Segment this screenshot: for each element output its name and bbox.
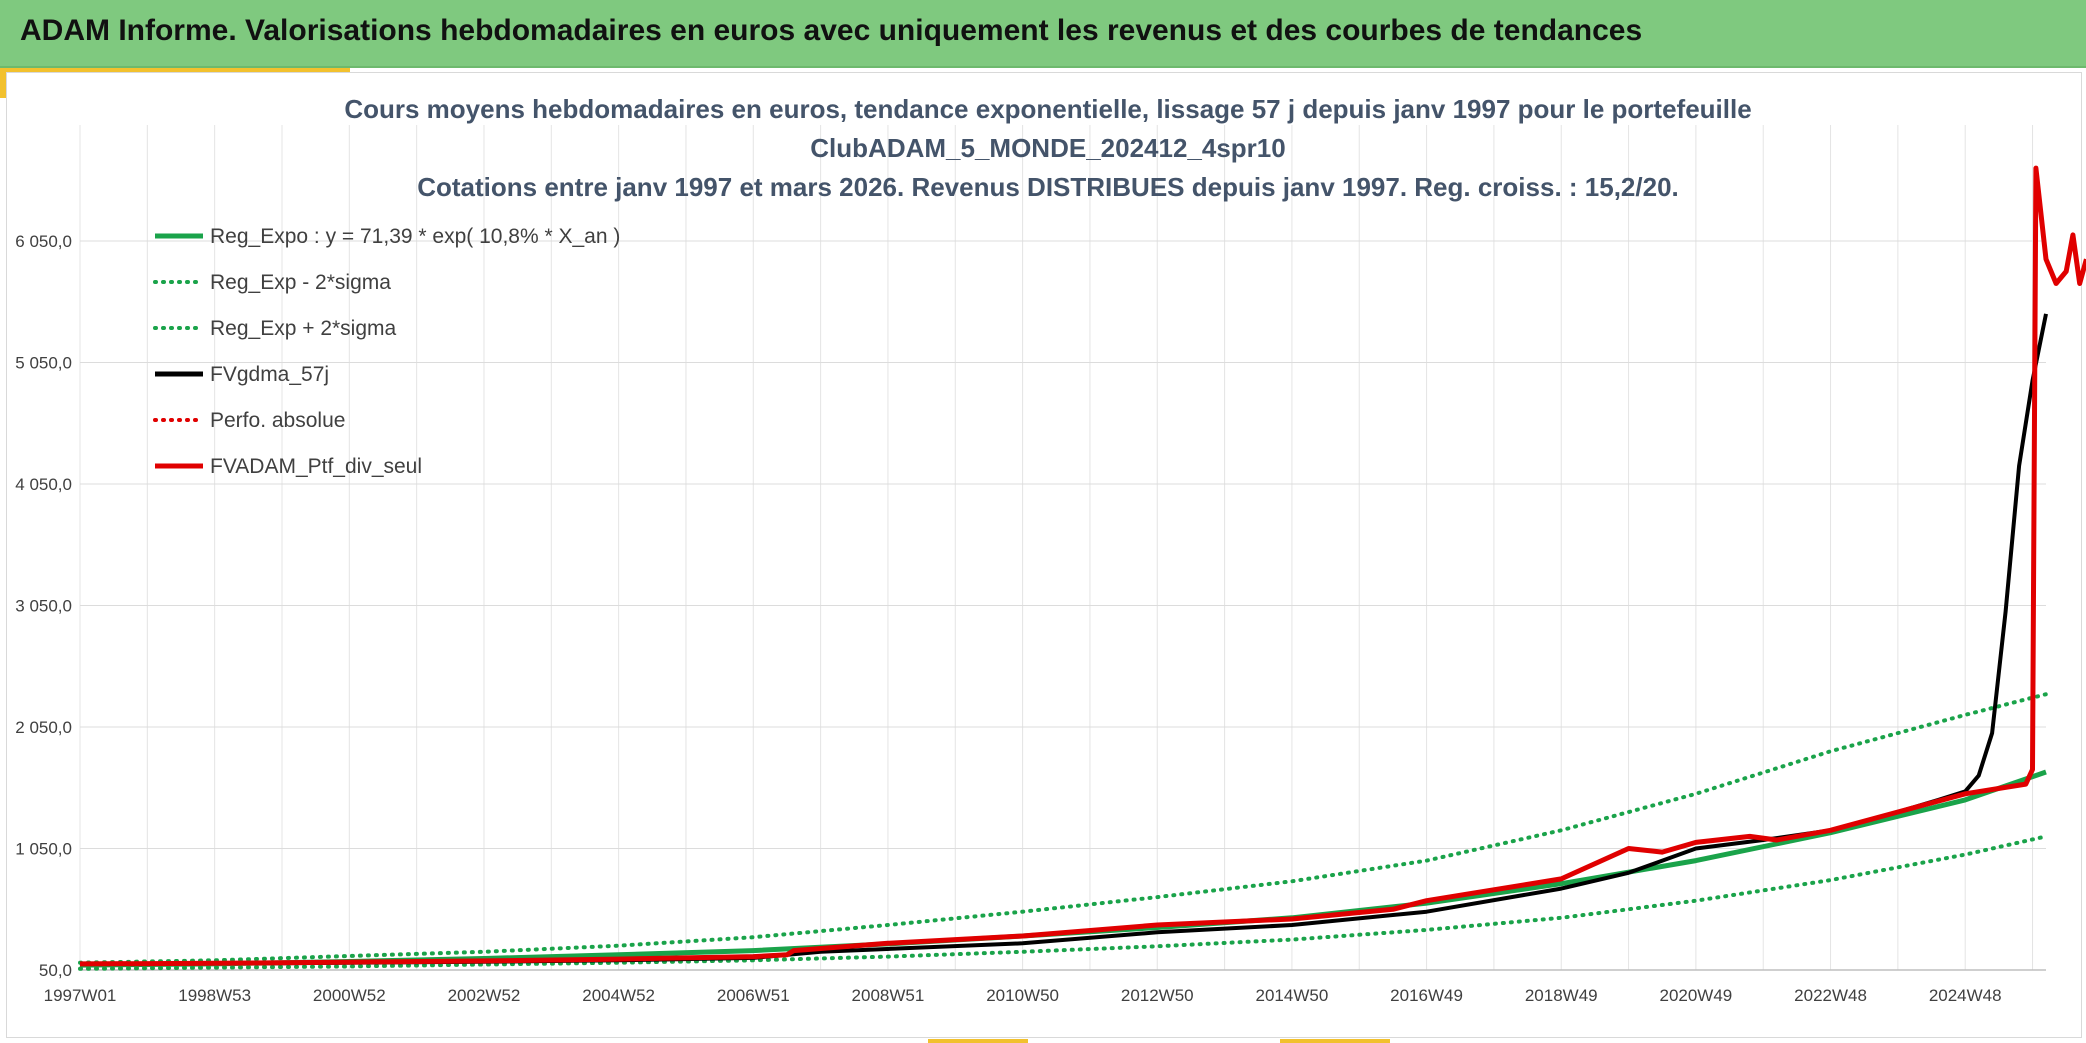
x-tick-label: 2002W52 <box>448 986 521 1005</box>
chart-title-line-1: Cours moyens hebdomadaires en euros, ten… <box>344 94 1751 124</box>
accent-bar-bottom <box>1280 1039 1390 1043</box>
chart-frame <box>6 72 2082 1038</box>
legend: Reg_Expo : y = 71,39 * exp( 10,8% * X_an… <box>153 225 620 478</box>
lower-band-line <box>78 834 2048 971</box>
x-tick-label: 2014W50 <box>1256 986 1329 1005</box>
x-tick-label: 1998W53 <box>178 986 251 1005</box>
accent-bar-left <box>0 68 6 98</box>
legend-entry-label: FVADAM_Ptf_div_seul <box>210 455 422 478</box>
gridlines <box>79 125 2046 971</box>
moving-average-line <box>79 313 2048 966</box>
x-tick-label: 2024W48 <box>1929 986 2002 1005</box>
legend-entry-label: Reg_Exp - 2*sigma <box>210 271 391 294</box>
x-tick-label: 1997W01 <box>44 986 117 1005</box>
accent-bar-bottom <box>928 1039 1028 1043</box>
x-tick-label: 2016W49 <box>1390 986 1463 1005</box>
legend-entry-label: Reg_Exp + 2*sigma <box>210 317 397 340</box>
x-tick-label: 2018W49 <box>1525 986 1598 1005</box>
page-title: ADAM Informe. Valorisations hebdomadaire… <box>20 14 1643 47</box>
x-tick-label: 2004W52 <box>582 986 655 1005</box>
x-tick-label: 2008W51 <box>852 986 925 1005</box>
y-tick-label: 3 050,0 <box>15 597 72 616</box>
regression-line <box>79 769 2047 968</box>
chart-title-line-3: Cotations entre janv 1997 et mars 2026. … <box>417 172 1679 202</box>
y-tick-label: 50,0 <box>39 961 72 980</box>
x-tick-label: 2006W51 <box>717 986 790 1005</box>
x-tick-label: 2010W50 <box>986 986 1059 1005</box>
series <box>78 165 2086 971</box>
legend-entry-label: FVgdma_57j <box>210 363 329 386</box>
x-tick-label: 2022W48 <box>1794 986 1867 1005</box>
x-tick-label: 2020W49 <box>1659 986 1732 1005</box>
accent-bar-top <box>0 68 350 72</box>
upper-band-line <box>78 692 2048 965</box>
portfolio-value-line <box>79 165 2086 967</box>
chart-title-line-2: ClubADAM_5_MONDE_202412_4spr10 <box>810 133 1285 163</box>
axes: 50,0 1 050,0 2 050,0 3 050,0 4 050,0 5 050,0 6… <box>15 232 2046 1005</box>
header-banner: ADAM Informe. Valorisations hebdomadaire… <box>0 0 2086 68</box>
y-tick-label: 5 050,0 <box>15 354 72 373</box>
legend-entry-label: Reg_Expo : y = 71,39 * exp( 10,8% * X_an… <box>210 225 620 248</box>
chart-title: Cours moyens hebdomadaires en euros, ten… <box>344 94 1751 202</box>
legend-entry-label: Perfo. absolue <box>210 409 345 432</box>
y-tick-label: 1 050,0 <box>15 840 72 859</box>
x-tick-label: 2000W52 <box>313 986 386 1005</box>
x-tick-label: 2012W50 <box>1121 986 1194 1005</box>
y-tick-label: 4 050,0 <box>15 475 72 494</box>
y-tick-label: 6 050,0 <box>15 232 72 251</box>
y-tick-label: 2 050,0 <box>15 718 72 737</box>
